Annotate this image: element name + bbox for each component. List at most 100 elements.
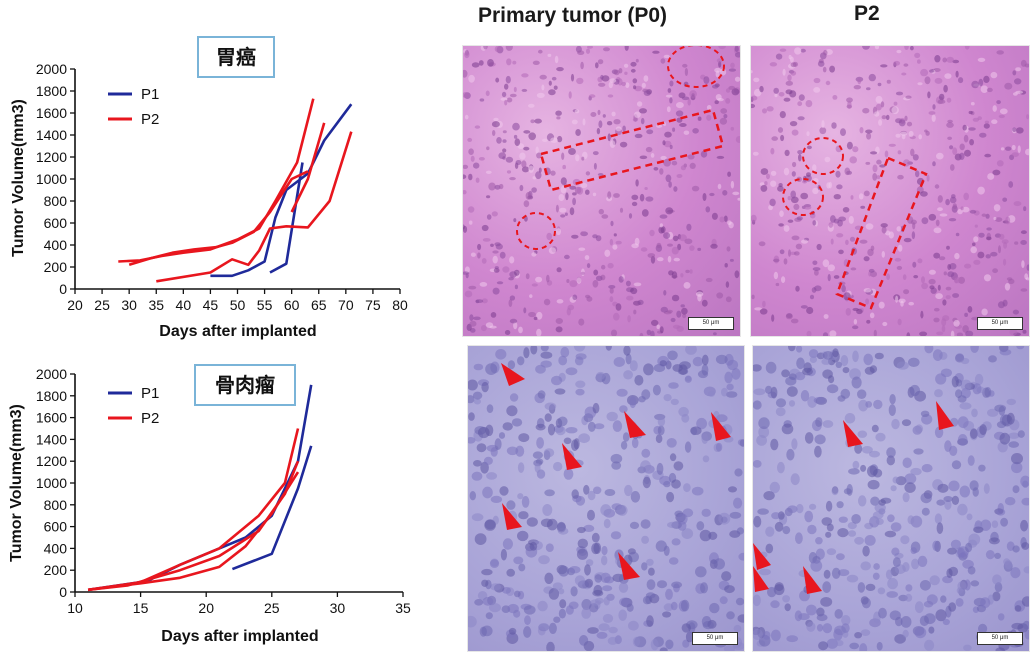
- y-tick-label: 1200: [36, 149, 67, 165]
- series-line-p1: [210, 103, 353, 278]
- annotation-circle: [782, 178, 824, 216]
- x-tick-label: 25: [94, 297, 110, 313]
- x-tick-label: 60: [284, 297, 300, 313]
- annotation-arrow: [753, 566, 769, 592]
- annotation-layer: [753, 401, 954, 594]
- x-axis-label: Days after implanted: [161, 628, 318, 645]
- annotation-arrow: [501, 363, 525, 386]
- x-tick-label: 30: [121, 297, 137, 313]
- x-tick-label: 30: [330, 600, 346, 616]
- y-tick-label: 600: [44, 519, 68, 535]
- x-tick-label: 25: [264, 600, 280, 616]
- series-line-p2: [156, 131, 353, 283]
- chart-osteosarcoma: 10 15 20 25 30 35 0 200 400 600 800 1000 1200 1400 160…: [8, 366, 411, 645]
- chart-title-text: 骨肉瘤: [215, 373, 275, 397]
- series-line-p1: [269, 162, 304, 274]
- annotation-arrow: [843, 420, 863, 447]
- scale-bar: 50 μm: [692, 632, 738, 645]
- series-line-p1: [231, 445, 313, 571]
- chart-title-text: 胃癌: [216, 45, 256, 69]
- y-tick-label: 2000: [36, 366, 67, 382]
- y-tick-label: 0: [59, 281, 67, 297]
- y-tick-label: 1800: [36, 83, 67, 99]
- y-tick-label: 800: [44, 193, 68, 209]
- annotation-layer: [516, 46, 725, 250]
- histology-he-primary-tumor: 50 μm: [462, 45, 741, 337]
- histology-osteosarcoma-p2: 50 μm: [752, 345, 1030, 652]
- x-tick-label: 70: [338, 297, 354, 313]
- chart-title-stomach-cancer: 胃癌: [197, 36, 275, 78]
- y-tick-label: 400: [44, 237, 68, 253]
- y-tick-label: 1400: [36, 127, 67, 143]
- y-tick-label: 1600: [36, 410, 67, 426]
- legend-label-p2: P2: [141, 410, 159, 427]
- chart-series-layer: [87, 384, 313, 592]
- y-tick-label: 0: [59, 584, 67, 600]
- x-tick-label: 20: [198, 600, 214, 616]
- y-tick-label: 1600: [36, 105, 67, 121]
- annotation-arrow: [753, 543, 771, 570]
- annotation-circle: [802, 137, 844, 175]
- y-tick-label: 1200: [36, 453, 67, 469]
- y-tick-label: 1000: [36, 475, 67, 491]
- annotation-arrow: [711, 412, 731, 441]
- legend-label-p2: P2: [141, 111, 159, 128]
- annotation-rectangle: [835, 156, 928, 310]
- annotation-layer: [501, 363, 731, 580]
- annotation-arrow: [502, 503, 522, 530]
- y-tick-label: 1000: [36, 171, 67, 187]
- y-tick-label: 2000: [36, 61, 67, 77]
- x-tick-label: 50: [230, 297, 246, 313]
- annotation-circle: [667, 46, 725, 88]
- chart-stomach-cancer: 20 25 30 35 40 45 50 55 60 65 70 75 8002004006008001…: [10, 61, 408, 340]
- series-line-p1: [87, 384, 313, 592]
- y-tick-label: 800: [44, 497, 68, 513]
- annotation-layer: [782, 137, 928, 310]
- y-tick-label: 400: [44, 540, 68, 556]
- y-axis-label: Tumor Volume(mm3): [10, 99, 27, 257]
- legend-label-p1: P1: [141, 86, 159, 103]
- histology-osteosarcoma-primary-tumor: 50 μm: [467, 345, 745, 652]
- series-line-p2: [87, 471, 300, 592]
- scale-bar: 50 μm: [977, 632, 1023, 645]
- annotation-rectangle: [539, 108, 725, 192]
- histology-he-p2: 50 μm: [750, 45, 1030, 337]
- x-tick-label: 75: [365, 297, 381, 313]
- scale-bar: 50 μm: [977, 317, 1023, 330]
- x-tick-label: 35: [148, 297, 164, 313]
- annotation-arrow: [618, 552, 640, 580]
- x-axis-label: Days after implanted: [159, 323, 316, 340]
- y-tick-label: 1800: [36, 388, 67, 404]
- x-tick-label: 80: [392, 297, 408, 313]
- annotation-arrow: [624, 411, 646, 438]
- x-tick-label: 10: [67, 600, 83, 616]
- y-tick-label: 600: [44, 215, 68, 231]
- legend-label-p1: P1: [141, 385, 159, 402]
- series-line-p2: [128, 170, 309, 267]
- x-tick-label: 35: [395, 600, 411, 616]
- x-tick-label: 20: [67, 297, 83, 313]
- x-tick-label: 40: [176, 297, 192, 313]
- y-tick-label: 200: [44, 562, 68, 578]
- cell-texture: [468, 346, 744, 651]
- annotation-arrow: [562, 443, 582, 470]
- series-line-p2: [87, 460, 300, 592]
- y-axis-label: Tumor Volume(mm3): [8, 404, 25, 562]
- cell-texture: [753, 346, 1029, 651]
- chart-grid-layer: 10 15 20 25 30 35 0 200 400 600 800 1000 1200 1400 160…: [36, 366, 411, 616]
- y-tick-label: 200: [44, 259, 68, 275]
- x-tick-label: 55: [257, 297, 273, 313]
- x-tick-label: 65: [311, 297, 327, 313]
- scale-bar: 50 μm: [688, 317, 734, 330]
- chart-grid-layer: 20 25 30 35 40 45 50 55 60 65 70 75 8002004006008001…: [36, 61, 408, 313]
- annotation-circle: [516, 212, 556, 250]
- column-header-p2: P2: [854, 2, 880, 25]
- annotation-arrow: [803, 566, 822, 594]
- column-header-primary-tumor: Primary tumor (P0): [478, 4, 668, 27]
- chart-series-layer: [118, 98, 353, 283]
- series-line-p2: [290, 122, 326, 213]
- x-tick-label: 45: [203, 297, 219, 313]
- y-tick-label: 1400: [36, 431, 67, 447]
